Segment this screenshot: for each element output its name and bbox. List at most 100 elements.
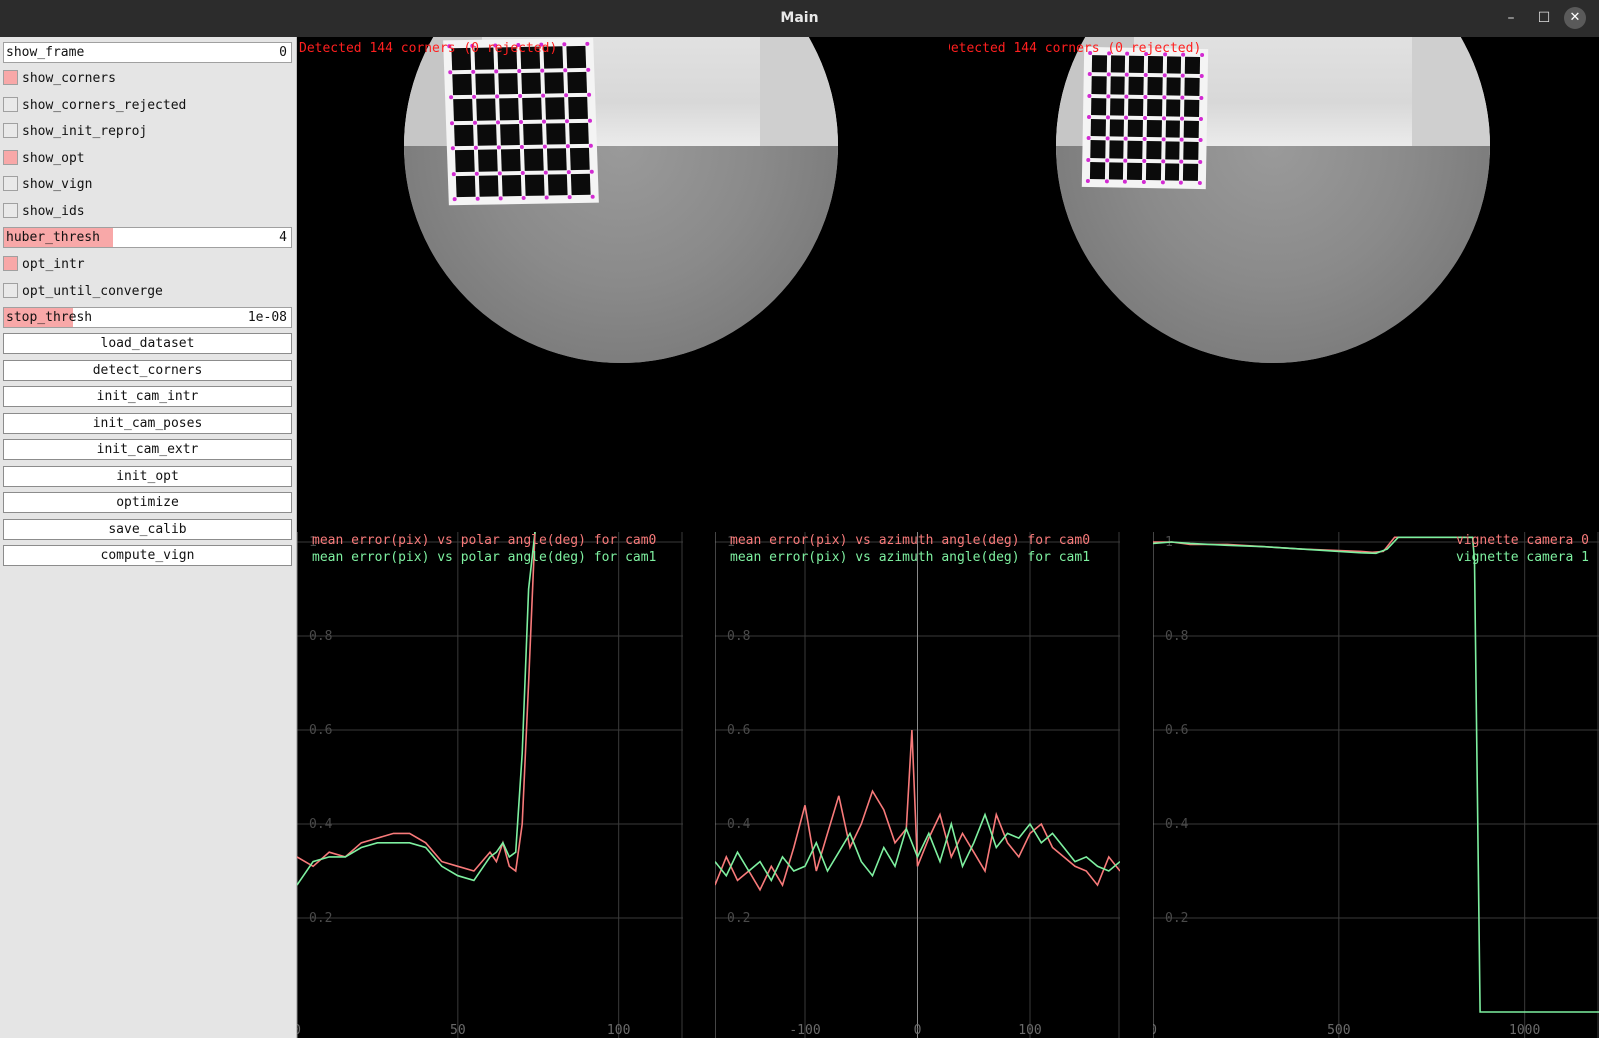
board-tag (1129, 55, 1145, 74)
board-tag (454, 124, 474, 147)
board-tag (521, 72, 542, 94)
corner-marker (1141, 179, 1146, 185)
title-bar: Main – ☐ ✕ (0, 0, 1599, 37)
corner-marker (585, 41, 590, 46)
corner-marker (471, 69, 476, 74)
corner-marker (541, 93, 546, 98)
init-cam-intr-button[interactable]: init_cam_intr (3, 386, 292, 407)
board-tag (1127, 141, 1143, 159)
optimize-button[interactable]: optimize (3, 492, 292, 513)
checkbox-box[interactable] (3, 176, 18, 191)
board-tag (1184, 78, 1200, 96)
load-dataset-button[interactable]: load_dataset (3, 333, 292, 354)
board-tag (545, 97, 565, 120)
minimize-icon[interactable]: – (1507, 10, 1515, 26)
board-tag (500, 149, 521, 171)
corner-marker (494, 68, 499, 73)
board-tag (1091, 55, 1107, 73)
checkbox-show-init-reproj[interactable]: show_init_reproj (3, 121, 292, 142)
corner-marker (562, 42, 567, 47)
polar-error-plot[interactable]: 0.2 0.4 0.6 0.8 1 0 50 100 mean error(pix) vs po… (297, 532, 683, 1038)
corner-marker (1142, 115, 1148, 121)
corner-marker (521, 195, 526, 200)
corner-marker (1086, 157, 1091, 162)
board-tag (476, 98, 496, 121)
legend-entry: vignette camera 0 (1456, 533, 1589, 548)
close-icon[interactable]: ✕ (1564, 7, 1586, 29)
board-tag (498, 72, 519, 95)
corner-marker (452, 197, 457, 202)
corner-marker (472, 94, 477, 99)
corner-marker (520, 170, 525, 175)
huber-thresh-slider[interactable]: huber_thresh 4 (3, 227, 292, 248)
board-tag (1146, 141, 1162, 159)
board-tag (478, 174, 499, 197)
board-tag (569, 147, 590, 170)
init-cam-poses-button[interactable]: init_cam_poses (3, 412, 292, 434)
board-tag (1108, 140, 1124, 159)
y-tick-label: 0.4 (309, 817, 333, 832)
init-opt-button[interactable]: init_opt (3, 465, 292, 487)
board-tag (1184, 99, 1200, 117)
series-line-0 (297, 532, 536, 873)
y-tick-label: 1 (727, 535, 735, 550)
detect-corners-button[interactable]: detect_corners (3, 359, 292, 381)
board-tag (544, 71, 565, 94)
corner-marker (497, 170, 502, 175)
corner-marker (544, 195, 549, 200)
corner-marker (1123, 179, 1128, 184)
checkbox-box[interactable] (3, 96, 18, 112)
corner-marker (518, 93, 523, 99)
plots-area: 0.20.40.60.81050100mean error(pix) vs po… (297, 532, 1599, 1038)
checkbox-box[interactable] (3, 256, 18, 271)
checkbox-show-opt[interactable]: show_opt (3, 148, 292, 169)
board-tag (453, 98, 473, 121)
checkbox-label: opt_until_converge (22, 283, 163, 299)
camera-view-0[interactable]: Detected 144 corners (0 rejected) (297, 37, 949, 402)
corner-marker (1179, 180, 1184, 185)
y-tick-label: 0.2 (309, 911, 332, 926)
camera-view-1[interactable]: Detected 144 corners (0 rejected) (949, 37, 1599, 402)
checkbox-show-corners[interactable]: show_corners (3, 68, 292, 89)
corner-marker (1161, 94, 1167, 100)
save-calib-button[interactable]: save_calib (3, 518, 292, 540)
corner-marker (587, 118, 593, 123)
azimuth-error-plot[interactable]: 0.2 0.4 0.6 0.8 1 -100 0 100 mean error(pix) vs … (715, 532, 1120, 1038)
x-tick-label: 50 (450, 1023, 466, 1038)
corner-marker (449, 120, 455, 125)
init-cam-extr-button[interactable]: init_cam_extr (3, 439, 292, 460)
board-tag (1108, 162, 1124, 180)
checkbox-box[interactable] (3, 123, 18, 138)
checkbox-opt-intr[interactable]: opt_intr (3, 254, 292, 275)
checkbox-box[interactable] (3, 70, 18, 85)
checkbox-box[interactable] (3, 149, 18, 165)
checkbox-box[interactable] (3, 202, 18, 218)
maximize-icon[interactable]: ☐ (1537, 10, 1551, 26)
corner-marker (564, 118, 570, 123)
checkbox-box[interactable] (3, 282, 18, 298)
board-tag (1165, 120, 1181, 138)
stop-thresh-label: stop_thresh (6, 310, 93, 325)
checkbox-opt-until-converge[interactable]: opt_until_converge (3, 281, 292, 302)
checkbox-label: show_vign (22, 177, 93, 192)
stop-thresh-slider[interactable]: stop_thresh 1e-08 (3, 307, 292, 328)
corner-marker (1085, 178, 1090, 184)
board-tag (1090, 119, 1106, 137)
checkbox-show-corners-rejected[interactable]: show_corners_rejected (3, 95, 292, 116)
checkbox-show-ids[interactable]: show_ids (3, 201, 292, 222)
detected-corners-text: Detected 144 corners (0 rejected) (299, 41, 558, 56)
board-tag (1164, 141, 1180, 160)
corner-marker (1160, 180, 1165, 185)
compute-vign-button[interactable]: compute_vign (3, 545, 292, 566)
board-tag (1147, 98, 1162, 117)
corner-marker (495, 119, 501, 124)
board-tag (1147, 77, 1163, 95)
corner-marker (517, 68, 522, 73)
checkbox-label: show_opt (22, 150, 85, 166)
corner-marker (472, 120, 478, 125)
vignette-plot[interactable]: 0.20.40.60.8105001000vignette camera 0vi… (1153, 532, 1599, 1038)
show-frame-slider[interactable]: show_frame 0 (3, 42, 292, 63)
checkbox-show-vign[interactable]: show_vign (3, 174, 292, 195)
corner-marker (565, 144, 570, 149)
board-tag (1146, 120, 1162, 138)
